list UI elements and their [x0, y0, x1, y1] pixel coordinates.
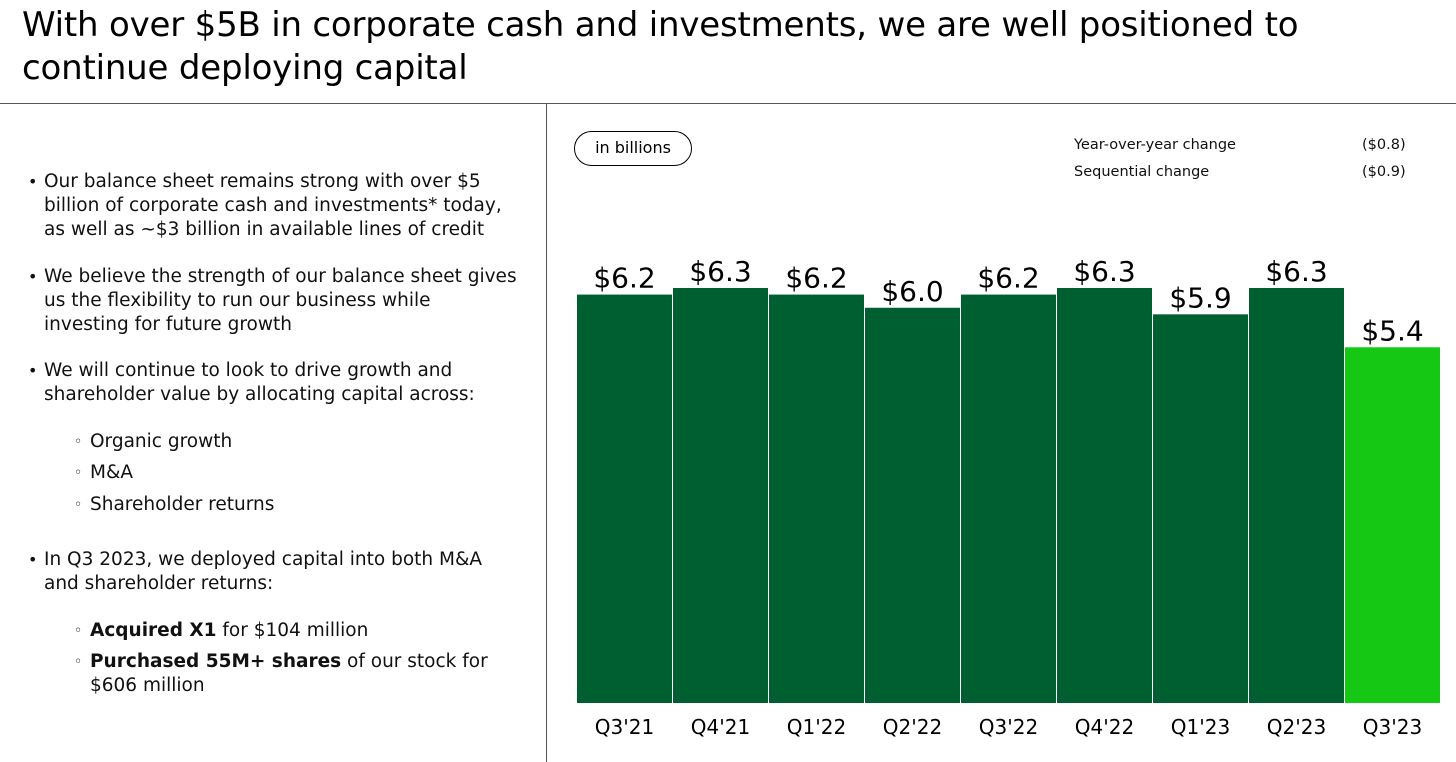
x-tick-label: Q4'21: [691, 715, 750, 739]
plain-text: for $104 million: [216, 620, 369, 641]
unit-pill: in billions: [574, 131, 692, 166]
cash-bar-chart: $6.2 Q3'21 $6.3 Q4'21 $6.2 Q1'22 $6.0 Q2'22 $6.2…: [577, 255, 1440, 739]
sequential-change-label: Sequential change: [1074, 164, 1210, 180]
sub-bullet-dot: ◦: [74, 497, 83, 513]
bullet-flexibility: • We believe the strength of our balance…: [28, 265, 518, 337]
sub-bullet-ma: ◦ M&A: [74, 461, 514, 485]
sub-bullet-dot: ◦: [74, 465, 83, 481]
plain-text: of our stock for $606 million: [90, 651, 488, 696]
bold-text: Purchased 55M+ shares: [90, 651, 342, 672]
x-tick-label: Q4'22: [1075, 715, 1134, 739]
bar-Q2'23: [1249, 288, 1344, 703]
bar-value-label: $5.9: [1169, 281, 1231, 314]
bar-value-label: $6.2: [593, 262, 655, 295]
sub-bullet-dot: ◦: [74, 654, 83, 670]
bullet-dot: •: [28, 172, 38, 191]
x-tick-label: Q3'21: [595, 715, 654, 739]
bar-Q2'22: [865, 307, 960, 703]
bold-text: Acquired X1: [90, 620, 217, 641]
bar-value-label: $5.4: [1361, 314, 1423, 347]
sub-bullet-acquired: ◦ Acquired X1 for $104 million: [74, 619, 514, 643]
bar-value-label: $6.3: [689, 255, 751, 288]
bullet-text: In Q3 2023, we deployed capital into bot…: [44, 549, 483, 594]
yoy-change-value: ($0.8): [1362, 137, 1406, 153]
bullet-dot: •: [28, 267, 38, 286]
x-tick-label: Q2'23: [1267, 715, 1326, 739]
sub-bullet-shareholder: ◦ Shareholder returns: [74, 493, 514, 517]
sub-bullet-text: Purchased 55M+ shares of our stock for $…: [90, 650, 514, 698]
bar-value-label: $6.2: [785, 262, 847, 295]
sub-bullet-text: M&A: [90, 462, 134, 483]
bar-Q1'22: [769, 294, 864, 703]
sub-bullet-text: Acquired X1 for $104 million: [90, 619, 514, 643]
bar-Q3'23: [1345, 347, 1440, 703]
bullet-text: Our balance sheet remains strong with ov…: [44, 171, 502, 240]
bar-value-label: $6.3: [1073, 255, 1135, 288]
column-divider: [546, 104, 547, 762]
x-tick-label: Q2'22: [883, 715, 942, 739]
bullet-text: We will continue to look to drive growth…: [44, 360, 475, 405]
x-tick-label: Q3'23: [1363, 715, 1422, 739]
bar-Q4'22: [1057, 288, 1152, 703]
x-tick-label: Q3'22: [979, 715, 1038, 739]
x-tick-label: Q1'22: [787, 715, 846, 739]
bullet-allocation: • We will continue to look to drive grow…: [28, 359, 518, 407]
bullet-dot: •: [28, 361, 38, 380]
yoy-change-label: Year-over-year change: [1074, 137, 1236, 153]
sub-bullet-dot: ◦: [74, 434, 83, 450]
bar-Q3'22: [961, 294, 1056, 703]
header-divider: [0, 103, 1456, 104]
bullet-q3-deployment: • In Q3 2023, we deployed capital into b…: [28, 548, 518, 596]
bar-Q4'21: [673, 288, 768, 703]
sub-bullet-organic: ◦ Organic growth: [74, 430, 514, 454]
bullet-dot: •: [28, 550, 38, 569]
sub-bullet-dot: ◦: [74, 623, 83, 639]
sub-bullet-text: Organic growth: [90, 431, 233, 452]
bar-value-label: $6.3: [1265, 255, 1327, 288]
bullet-balance-sheet: • Our balance sheet remains strong with …: [28, 170, 518, 242]
bullet-text: We believe the strength of our balance s…: [44, 266, 517, 335]
page-title: With over $5B in corporate cash and inve…: [22, 5, 1299, 88]
bar-Q1'23: [1153, 314, 1248, 703]
bar-value-label: $6.2: [977, 262, 1039, 295]
sequential-change-value: ($0.9): [1362, 164, 1406, 180]
sub-bullet-purchased: ◦ Purchased 55M+ shares of our stock for…: [74, 650, 514, 698]
bar-value-label: $6.0: [881, 275, 943, 308]
bar-Q3'21: [577, 294, 672, 703]
sub-bullet-text: Shareholder returns: [90, 494, 275, 515]
x-tick-label: Q1'23: [1171, 715, 1230, 739]
